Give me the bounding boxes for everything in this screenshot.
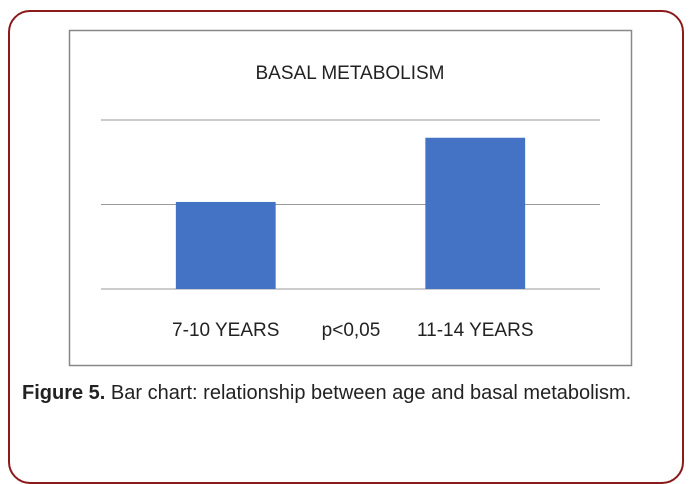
caption: Figure 5. Bar chart: relationship betwee… [22, 376, 642, 411]
chart-title: BASAL METABOLISM [256, 63, 445, 84]
caption-label: Figure 5. [22, 382, 106, 404]
annotation: p<0,05 [322, 320, 381, 341]
x-tick-label: 11-14 YEARS [417, 320, 534, 341]
x-tick-label: 7-10 YEARS [172, 320, 279, 341]
bar [425, 137, 526, 289]
page: BASAL METABOLISM p<0,05 7-10 YEARS 11-14 … [8, 10, 684, 484]
bar [175, 201, 276, 289]
chart: BASAL METABOLISM p<0,05 7-10 YEARS 11-14 … [68, 29, 633, 367]
caption-text: Bar chart: relationship between age and … [105, 382, 632, 404]
chart-border [68, 29, 633, 367]
